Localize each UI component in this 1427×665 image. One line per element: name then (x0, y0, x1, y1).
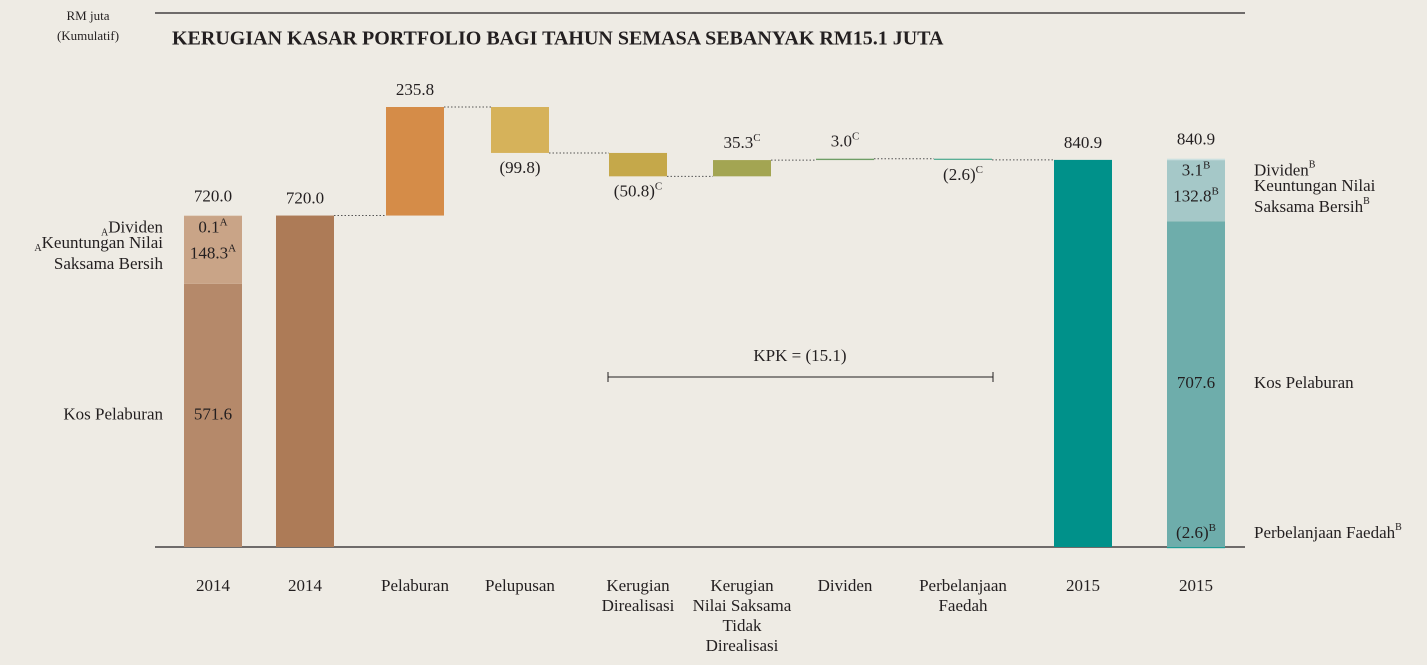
segment-name: Kos Pelaburan (1254, 373, 1354, 392)
value-label: 148.3A (190, 242, 236, 262)
segment-name-text: Keuntungan Nilai (42, 233, 164, 252)
value-label: (2.6)C (943, 163, 983, 183)
footnote-marker: A (34, 243, 42, 254)
segment-name-text: Kos Pelaburan (63, 404, 163, 423)
bar (713, 160, 771, 177)
value-label: 707.6 (1177, 373, 1215, 392)
category-label: Nilai Saksama (693, 596, 792, 615)
value-label: 3.0C (831, 130, 860, 150)
kpk-label: KPK = (15.1) (753, 346, 846, 365)
footnote-marker: A (220, 216, 228, 228)
bar (816, 158, 874, 161)
segment-name-text: Perbelanjaan Faedah (1254, 523, 1396, 542)
bar (386, 107, 444, 216)
category-label: Direalisasi (602, 596, 675, 615)
category-label: 2014 (196, 576, 231, 595)
segment-name-text: Kos Pelaburan (1254, 373, 1354, 392)
footnote-marker: C (852, 130, 859, 142)
value-label: 0.1A (198, 216, 227, 236)
value-label-text: 235.8 (396, 80, 434, 99)
segment-name-text: Saksama Bersih (1254, 197, 1364, 216)
category-label: 2014 (288, 576, 323, 595)
stack-segment (184, 215, 242, 284)
category-label: Dividen (818, 576, 873, 595)
category-label: 2015 (1066, 576, 1100, 595)
footnote-marker: B (1363, 196, 1370, 207)
total-label: 840.9 (1177, 130, 1215, 149)
value-label-text: 132.8 (1173, 187, 1211, 206)
stack-segment (1167, 160, 1225, 222)
total-label: 720.0 (194, 186, 232, 205)
footnote-marker: A (228, 242, 236, 254)
category-label: Faedah (938, 596, 988, 615)
value-label: 35.3C (723, 132, 760, 152)
footnote-marker: C (753, 132, 760, 144)
category-label: 2015 (1179, 576, 1213, 595)
bar (934, 158, 992, 160)
value-label-text: 571.6 (194, 404, 232, 423)
segment-name: AKeuntungan Nilai (34, 233, 163, 254)
bar (609, 152, 667, 177)
category-label: Pelupusan (485, 576, 555, 595)
footnote-marker: C (976, 163, 983, 175)
segment-name-text: Dividen (1254, 161, 1309, 180)
value-label-text: 840.9 (1064, 133, 1102, 152)
unit-label: (Kumulatif) (57, 28, 119, 43)
chart-title: KERUGIAN KASAR PORTFOLIO BAGI TAHUN SEMA… (172, 28, 944, 50)
footnote-marker: B (1211, 185, 1218, 197)
bar (491, 107, 549, 153)
value-label: (99.8) (499, 158, 540, 177)
value-label: (50.8)C (614, 180, 662, 200)
segment-name-text: Keuntungan Nilai (1254, 176, 1376, 195)
stack-segment (1167, 221, 1225, 547)
value-label-text: (50.8) (614, 181, 655, 200)
footnote-marker: B (1309, 160, 1316, 171)
segment-name: Perbelanjaan FaedahB (1254, 522, 1402, 542)
category-label: Tidak (722, 616, 762, 635)
value-label-text: (2.6) (943, 165, 976, 184)
value-label: 571.6 (194, 404, 232, 423)
value-label-text: (99.8) (499, 158, 540, 177)
category-label: Pelaburan (381, 576, 449, 595)
segment-name: Keuntungan Nilai (1254, 176, 1376, 195)
unit-label: RM juta (67, 8, 110, 23)
bar (1054, 159, 1112, 547)
segment-name-text: Dividen (108, 217, 163, 236)
value-label: 840.9 (1064, 133, 1102, 152)
value-label-text: 720.0 (286, 188, 324, 207)
category-label: Kerugian (606, 576, 670, 595)
value-label: 3.1B (1182, 159, 1211, 179)
value-label: 132.8B (1173, 185, 1219, 205)
segment-name: DividenB (1254, 160, 1316, 180)
value-label: (2.6)B (1176, 522, 1216, 542)
bar (276, 215, 334, 547)
stack-segment (1167, 547, 1225, 549)
footnote-marker: B (1209, 522, 1216, 534)
value-label-text: 3.0 (831, 132, 852, 151)
value-label-text: 35.3 (723, 133, 753, 152)
category-label: Kerugian (710, 576, 774, 595)
segment-name: ADividen (101, 217, 164, 238)
footnote-marker: B (1395, 522, 1402, 533)
stack-segment (184, 215, 242, 217)
segment-name: Kos Pelaburan (63, 404, 163, 423)
value-label-text: 3.1 (1182, 161, 1203, 180)
stack-segment (1167, 158, 1225, 161)
value-label-text: 0.1 (198, 217, 219, 236)
segment-name: Saksama Bersih (54, 254, 164, 273)
footnote-marker: A (101, 228, 109, 239)
category-label: Perbelanjaan (919, 576, 1007, 595)
segment-name-text: Saksama Bersih (54, 254, 164, 273)
value-label-text: 148.3 (190, 243, 228, 262)
value-label: 235.8 (396, 80, 434, 99)
segment-name: Saksama BersihB (1254, 196, 1370, 216)
value-label-text: (2.6) (1176, 523, 1209, 542)
stack-segment (184, 283, 242, 547)
category-label: Direalisasi (706, 636, 779, 655)
footnote-marker: C (655, 180, 662, 192)
footnote-marker: B (1203, 159, 1210, 171)
value-label-text: 707.6 (1177, 373, 1215, 392)
value-label: 720.0 (286, 188, 324, 207)
